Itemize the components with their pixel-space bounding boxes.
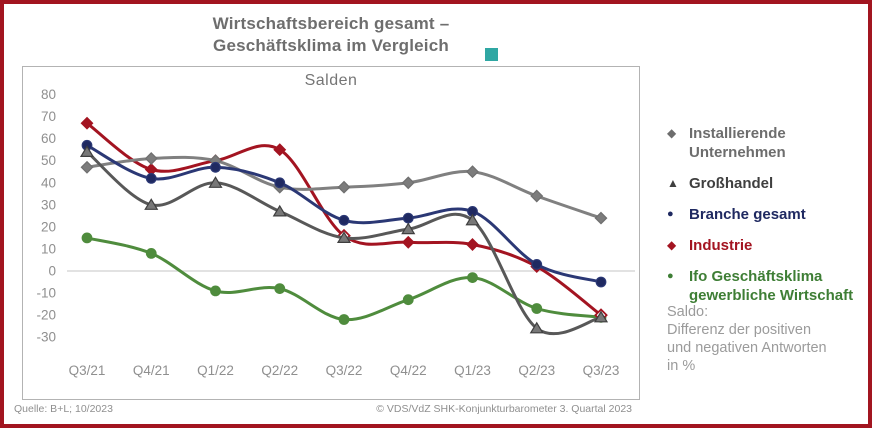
y-axis-tick-label: 50 xyxy=(41,153,56,168)
marker-circle-ifo-gesch-ftsklima-gewerbliche-wirtschaft xyxy=(402,294,414,306)
marker-diamond-installierende-unternehmen xyxy=(80,160,94,174)
x-axis-tick-label: Q2/23 xyxy=(518,363,555,378)
y-axis-tick-label: 0 xyxy=(48,264,56,279)
line-chart-plot: 80 70 60 50 40 30 20 10 0 -10 -20 -30 Q3/21 Q4/21 Q1/2… xyxy=(36,87,635,378)
circle-legend-icon: ● xyxy=(667,270,674,282)
legend-item: ▲ Großhandel xyxy=(667,174,869,193)
marker-diamond-installierende-unternehmen xyxy=(144,152,158,165)
x-axis-tick-label: Q4/22 xyxy=(390,363,427,378)
marker-diamond-industrie xyxy=(273,143,287,157)
y-axis-tick-label: -30 xyxy=(36,330,56,345)
x-axis-tick-label: Q3/23 xyxy=(583,363,620,378)
legend-item-label: Branche gesamt xyxy=(689,206,806,223)
marker-triangle-gro-handel xyxy=(208,176,223,188)
circle-legend-icon: ● xyxy=(667,208,674,220)
title-line-1: Wirtschaftsbereich gesamt – xyxy=(212,14,450,33)
marker-circle-branche-gesamt xyxy=(595,276,607,288)
marker-triangle-gro-handel xyxy=(401,222,416,235)
marker-triangle-gro-handel xyxy=(336,231,352,243)
marker-circle-ifo-gesch-ftsklima-gewerbliche-wirtschaft xyxy=(274,283,286,295)
y-axis-tick-label: 40 xyxy=(41,175,56,190)
marker-circle-branche-gesamt xyxy=(531,258,543,270)
marker-diamond-industrie xyxy=(80,116,94,130)
marker-diamond-installierende-unternehmen xyxy=(401,176,415,190)
x-axis-tick-label: Q2/22 xyxy=(261,363,298,378)
x-axis-tick-label: Q3/22 xyxy=(326,363,363,378)
plot-title: Salden xyxy=(304,72,358,89)
y-axis-tick-label: -10 xyxy=(36,286,56,301)
marker-circle-ifo-gesch-ftsklima-gewerbliche-wirtschaft xyxy=(531,303,543,314)
legend-item: ● Ifo Geschäftsklima gewerbliche Wirtschaf… xyxy=(667,267,869,305)
x-axis-tick-label: Q1/22 xyxy=(197,363,234,378)
marker-circle-branche-gesamt xyxy=(338,214,350,226)
saldo-note-line: Differenz der positiven xyxy=(667,322,812,338)
marker-diamond-installierende-unternehmen xyxy=(594,211,608,225)
x-axis-tick-label: Q4/21 xyxy=(133,363,170,378)
copyright-note: © VDS/VdZ SHK-Konjunkturbarometer 3. Qua… xyxy=(376,403,632,415)
marker-circle-ifo-gesch-ftsklima-gewerbliche-wirtschaft xyxy=(338,314,350,325)
marker-triangle-gro-handel xyxy=(79,145,95,157)
y-axis-tick-label: -20 xyxy=(36,308,56,323)
title-line-2: Geschäftsklima im Vergleich xyxy=(213,36,449,55)
diamond-legend-icon: ◆ xyxy=(667,238,677,252)
marker-circle-branche-gesamt xyxy=(274,177,286,189)
saldo-note: Saldo: Differenz der positiven und negat… xyxy=(667,303,872,375)
marker-triangle-gro-handel xyxy=(593,310,609,323)
legend-item-label: Industrie xyxy=(689,237,753,254)
marker-circle-branche-gesamt xyxy=(402,212,414,224)
chart-main-title: Wirtschaftsbereich gesamt – Geschäftskli… xyxy=(22,13,640,57)
marker-triangle-gro-handel xyxy=(272,204,287,217)
source-note: Quelle: B+L; 10/2023 xyxy=(14,403,113,415)
legend-item: ● Branche gesamt xyxy=(667,205,869,224)
y-axis-tick-label: 20 xyxy=(41,219,56,234)
legend-item: ◆ Installierende Unternehmen xyxy=(667,124,869,162)
marker-diamond-installierende-unternehmen xyxy=(466,165,479,179)
marker-triangle-gro-handel xyxy=(465,213,480,226)
marker-triangle-gro-handel xyxy=(529,321,544,334)
chart-area: Salden 80 70 60 50 40 30 20 10 0 -10 -20 -30 Q3/21 Q4… xyxy=(22,66,640,400)
marker-diamond-installierende-unternehmen xyxy=(337,180,351,194)
legend-item-label: Installierende Unternehmen xyxy=(689,125,786,161)
marker-circle-branche-gesamt xyxy=(145,172,157,184)
marker-circle-ifo-gesch-ftsklima-gewerbliche-wirtschaft xyxy=(81,232,93,244)
y-axis-tick-label: 30 xyxy=(41,197,56,212)
saldo-note-line: in % xyxy=(667,358,696,374)
legend-item-label: Großhandel xyxy=(689,175,774,192)
saldo-note-line: und negativen Antworten xyxy=(667,340,827,356)
y-axis-tick-label: 70 xyxy=(41,109,56,124)
y-axis-tick-label: 80 xyxy=(41,87,56,102)
x-axis-tick-label: Q1/23 xyxy=(454,363,491,378)
series-line-ifo-gesch-ftsklima-gewerbliche-wirtschaft xyxy=(85,236,603,322)
marker-circle-branche-gesamt xyxy=(210,161,221,173)
chart-legend: ◆ Installierende Unternehmen ▲ Großhandel ● Br… xyxy=(667,124,869,317)
marker-circle-ifo-gesch-ftsklima-gewerbliche-wirtschaft xyxy=(210,285,221,297)
teal-accent-square xyxy=(485,48,498,61)
legend-item-label: Ifo Geschäftsklima gewerbliche Wirtschaft xyxy=(689,268,854,304)
x-axis-tick-label: Q3/21 xyxy=(69,363,106,378)
marker-diamond-industrie xyxy=(401,235,415,249)
marker-diamond-industrie xyxy=(466,238,479,251)
triangle-legend-icon: ▲ xyxy=(667,176,679,190)
legend-item: ◆ Industrie xyxy=(667,236,869,255)
marker-circle-ifo-gesch-ftsklima-gewerbliche-wirtschaft xyxy=(467,272,478,284)
y-axis-tick-label: 60 xyxy=(41,131,56,146)
marker-diamond-installierende-unternehmen xyxy=(530,189,544,203)
y-axis-tick-label: 10 xyxy=(41,241,56,256)
marker-triangle-gro-handel xyxy=(144,198,159,210)
marker-circle-ifo-gesch-ftsklima-gewerbliche-wirtschaft xyxy=(145,247,157,259)
diamond-legend-icon: ◆ xyxy=(667,126,677,140)
saldo-note-line: Saldo: xyxy=(667,304,709,320)
